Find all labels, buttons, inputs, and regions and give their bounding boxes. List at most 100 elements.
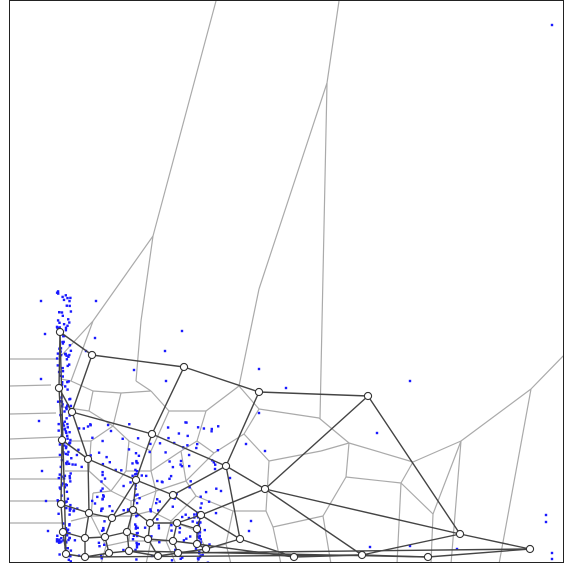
voronoi-edge [90, 425, 114, 442]
sample-point [96, 495, 99, 499]
sample-point [157, 524, 160, 527]
voronoi-edge [195, 495, 234, 512]
sample-point [101, 473, 104, 477]
som-edge [151, 433, 227, 467]
sample-point [136, 526, 139, 530]
sample-point [134, 527, 137, 530]
som-node [235, 534, 245, 544]
sample-point [215, 487, 218, 490]
voronoi-edge [140, 235, 154, 322]
som-edge [135, 479, 174, 496]
sample-point [63, 444, 66, 447]
sample-point [196, 557, 200, 560]
som-edge [264, 488, 461, 535]
sample-point [143, 526, 147, 529]
som-node [80, 533, 90, 543]
sample-point [544, 520, 548, 524]
sample-point [157, 509, 160, 512]
sample-point [69, 503, 72, 507]
sample-point [198, 555, 202, 559]
sample-point [68, 477, 72, 480]
som-edge [183, 366, 260, 393]
sample-point [180, 329, 184, 333]
sample-point [137, 454, 141, 457]
som-edge [264, 395, 369, 490]
sample-point [68, 353, 71, 357]
sample-point [132, 534, 136, 537]
sample-point [66, 434, 69, 438]
sample-point [149, 442, 152, 446]
voronoi-edge [320, 442, 350, 452]
sample-point [136, 513, 140, 517]
sample-point [191, 520, 194, 523]
sample-point [455, 547, 459, 551]
som-edge [60, 439, 63, 505]
sample-point [186, 444, 189, 447]
som-edge [71, 411, 89, 460]
sample-point [145, 474, 148, 478]
sample-point [66, 528, 70, 531]
sample-point [163, 349, 167, 353]
sample-point [61, 522, 65, 525]
voronoi-edge [318, 417, 350, 444]
som-edge [176, 514, 202, 524]
som-edge [135, 433, 153, 481]
voronoi-edge [348, 442, 414, 463]
sample-point [135, 472, 138, 476]
sample-point [184, 513, 187, 516]
sample-point [66, 388, 69, 391]
sample-point [63, 486, 67, 489]
som-node [192, 524, 202, 534]
voronoi-edge [90, 515, 107, 547]
sample-point [199, 538, 202, 541]
sample-point [408, 379, 412, 383]
sample-point [208, 543, 211, 546]
sample-point [101, 462, 105, 466]
sample-point [138, 497, 141, 500]
sample-point [65, 304, 68, 307]
sample-point [100, 507, 103, 511]
sample-point [179, 463, 182, 466]
som-node [260, 484, 270, 494]
sample-point [65, 490, 69, 493]
som-edge [172, 494, 202, 516]
sample-point [101, 497, 104, 500]
voronoi-edge [225, 510, 234, 545]
sample-point [66, 296, 69, 300]
sample-point [69, 404, 73, 408]
sample-point [66, 453, 69, 456]
sample-point [106, 423, 110, 427]
som-edge [459, 533, 531, 550]
sample-point [156, 479, 159, 483]
sample-point [199, 495, 202, 498]
voronoi-edge [112, 425, 130, 442]
som-edge [87, 458, 90, 514]
som-node [143, 534, 153, 544]
voronoi-cell-edges [10, 1, 563, 562]
sample-point [214, 463, 217, 466]
voronoi-edge [268, 450, 322, 462]
voronoi-edge [145, 540, 152, 562]
sample-point [160, 480, 164, 483]
sample-point [122, 509, 125, 512]
sample-points [37, 23, 554, 562]
sample-point [257, 411, 261, 415]
som-node [254, 387, 264, 397]
sample-point [64, 352, 67, 356]
voronoi-edge [10, 384, 52, 387]
som-node [61, 549, 71, 559]
sample-point [100, 557, 103, 560]
voronoi-edge [530, 355, 563, 390]
sample-point [284, 386, 288, 390]
sample-point [158, 442, 162, 445]
sample-point [122, 484, 125, 488]
som-node [83, 454, 93, 464]
sample-point [202, 427, 206, 430]
sample-point [98, 545, 101, 548]
sample-point [64, 430, 68, 433]
sample-point [86, 425, 90, 428]
som-node [145, 518, 155, 528]
sample-point [75, 453, 79, 457]
voronoi-edge [272, 515, 324, 528]
som-node [124, 546, 134, 556]
